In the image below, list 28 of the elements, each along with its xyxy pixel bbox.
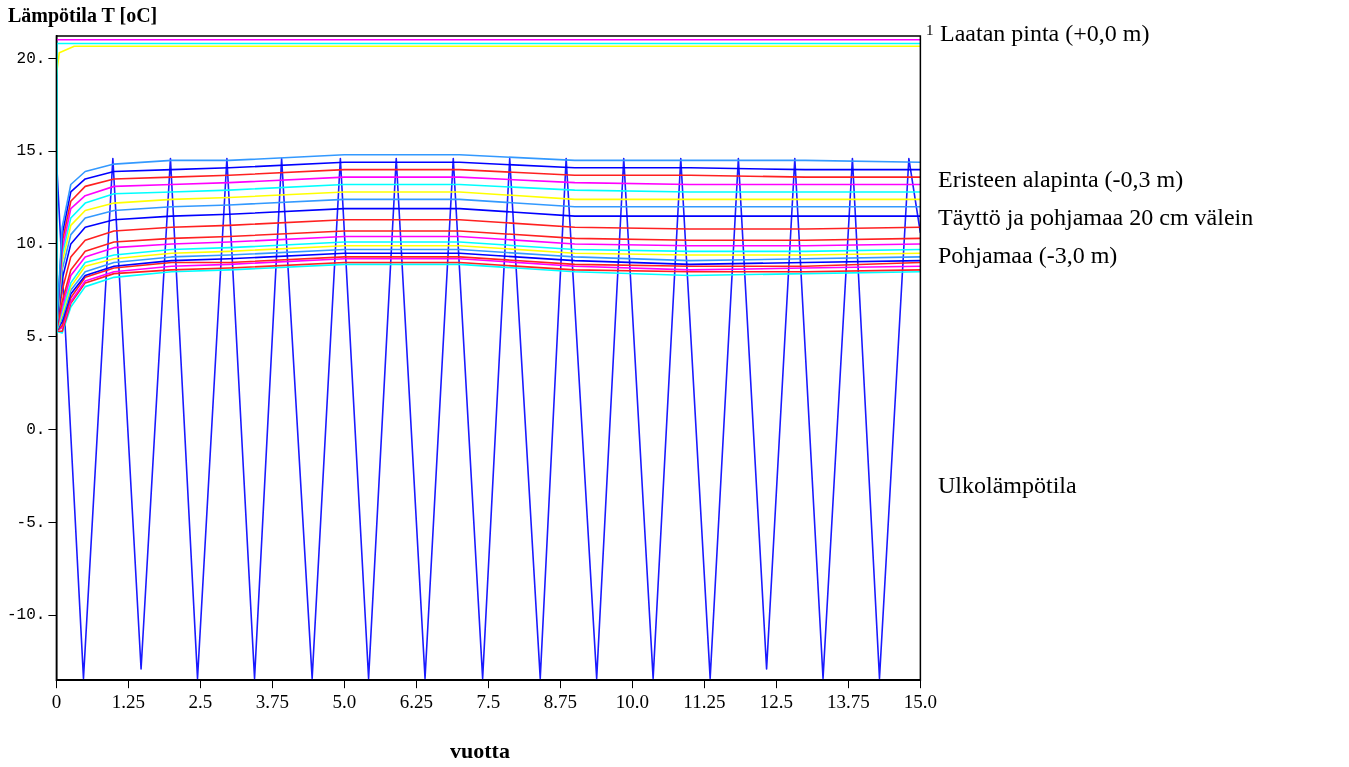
x-tick-label: 7.5 [476, 690, 501, 712]
x-tick-label: 8.75 [543, 690, 578, 712]
y-tick-label: -10. [7, 606, 46, 625]
y-tick-label: 20. [16, 49, 46, 68]
text: Pohjamaa (-3,0 m) [938, 242, 1118, 269]
x-tick-label: 3.75 [255, 690, 290, 712]
x-tick-label: 5.0 [332, 690, 357, 712]
x-tick-label: 0 [51, 690, 62, 712]
y-tick-label: 15. [16, 142, 46, 161]
x-tick-label: 2.5 [188, 690, 213, 712]
x-tick-label: 1.25 [111, 690, 146, 712]
text: Laatan pinta (+0,0 m) [940, 20, 1150, 47]
text: 1 [926, 22, 934, 39]
x-axis-title: vuotta [450, 738, 510, 764]
x-tick-label: 6.25 [399, 690, 434, 712]
y-tick-label: 0. [26, 420, 46, 439]
text: Täyttö ja pohjamaa 20 cm välein [938, 204, 1254, 231]
x-tick-label: 15.0 [903, 690, 937, 712]
y-tick-label: 10. [16, 235, 46, 254]
x-tick-label: 13.75 [827, 690, 870, 712]
text: Eristeen alapinta (-0,3 m) [938, 166, 1184, 193]
x-tick-label: 12.5 [759, 690, 794, 712]
y-tick-label: -5. [16, 513, 46, 532]
y-axis-title: Lämpötila T [oC] [8, 4, 158, 27]
y-tick-label: 5. [26, 327, 46, 346]
x-tick-label: 11.25 [683, 690, 726, 712]
x-tick-label: 10.0 [615, 690, 650, 712]
text: Ulkolämpötila [938, 472, 1077, 499]
